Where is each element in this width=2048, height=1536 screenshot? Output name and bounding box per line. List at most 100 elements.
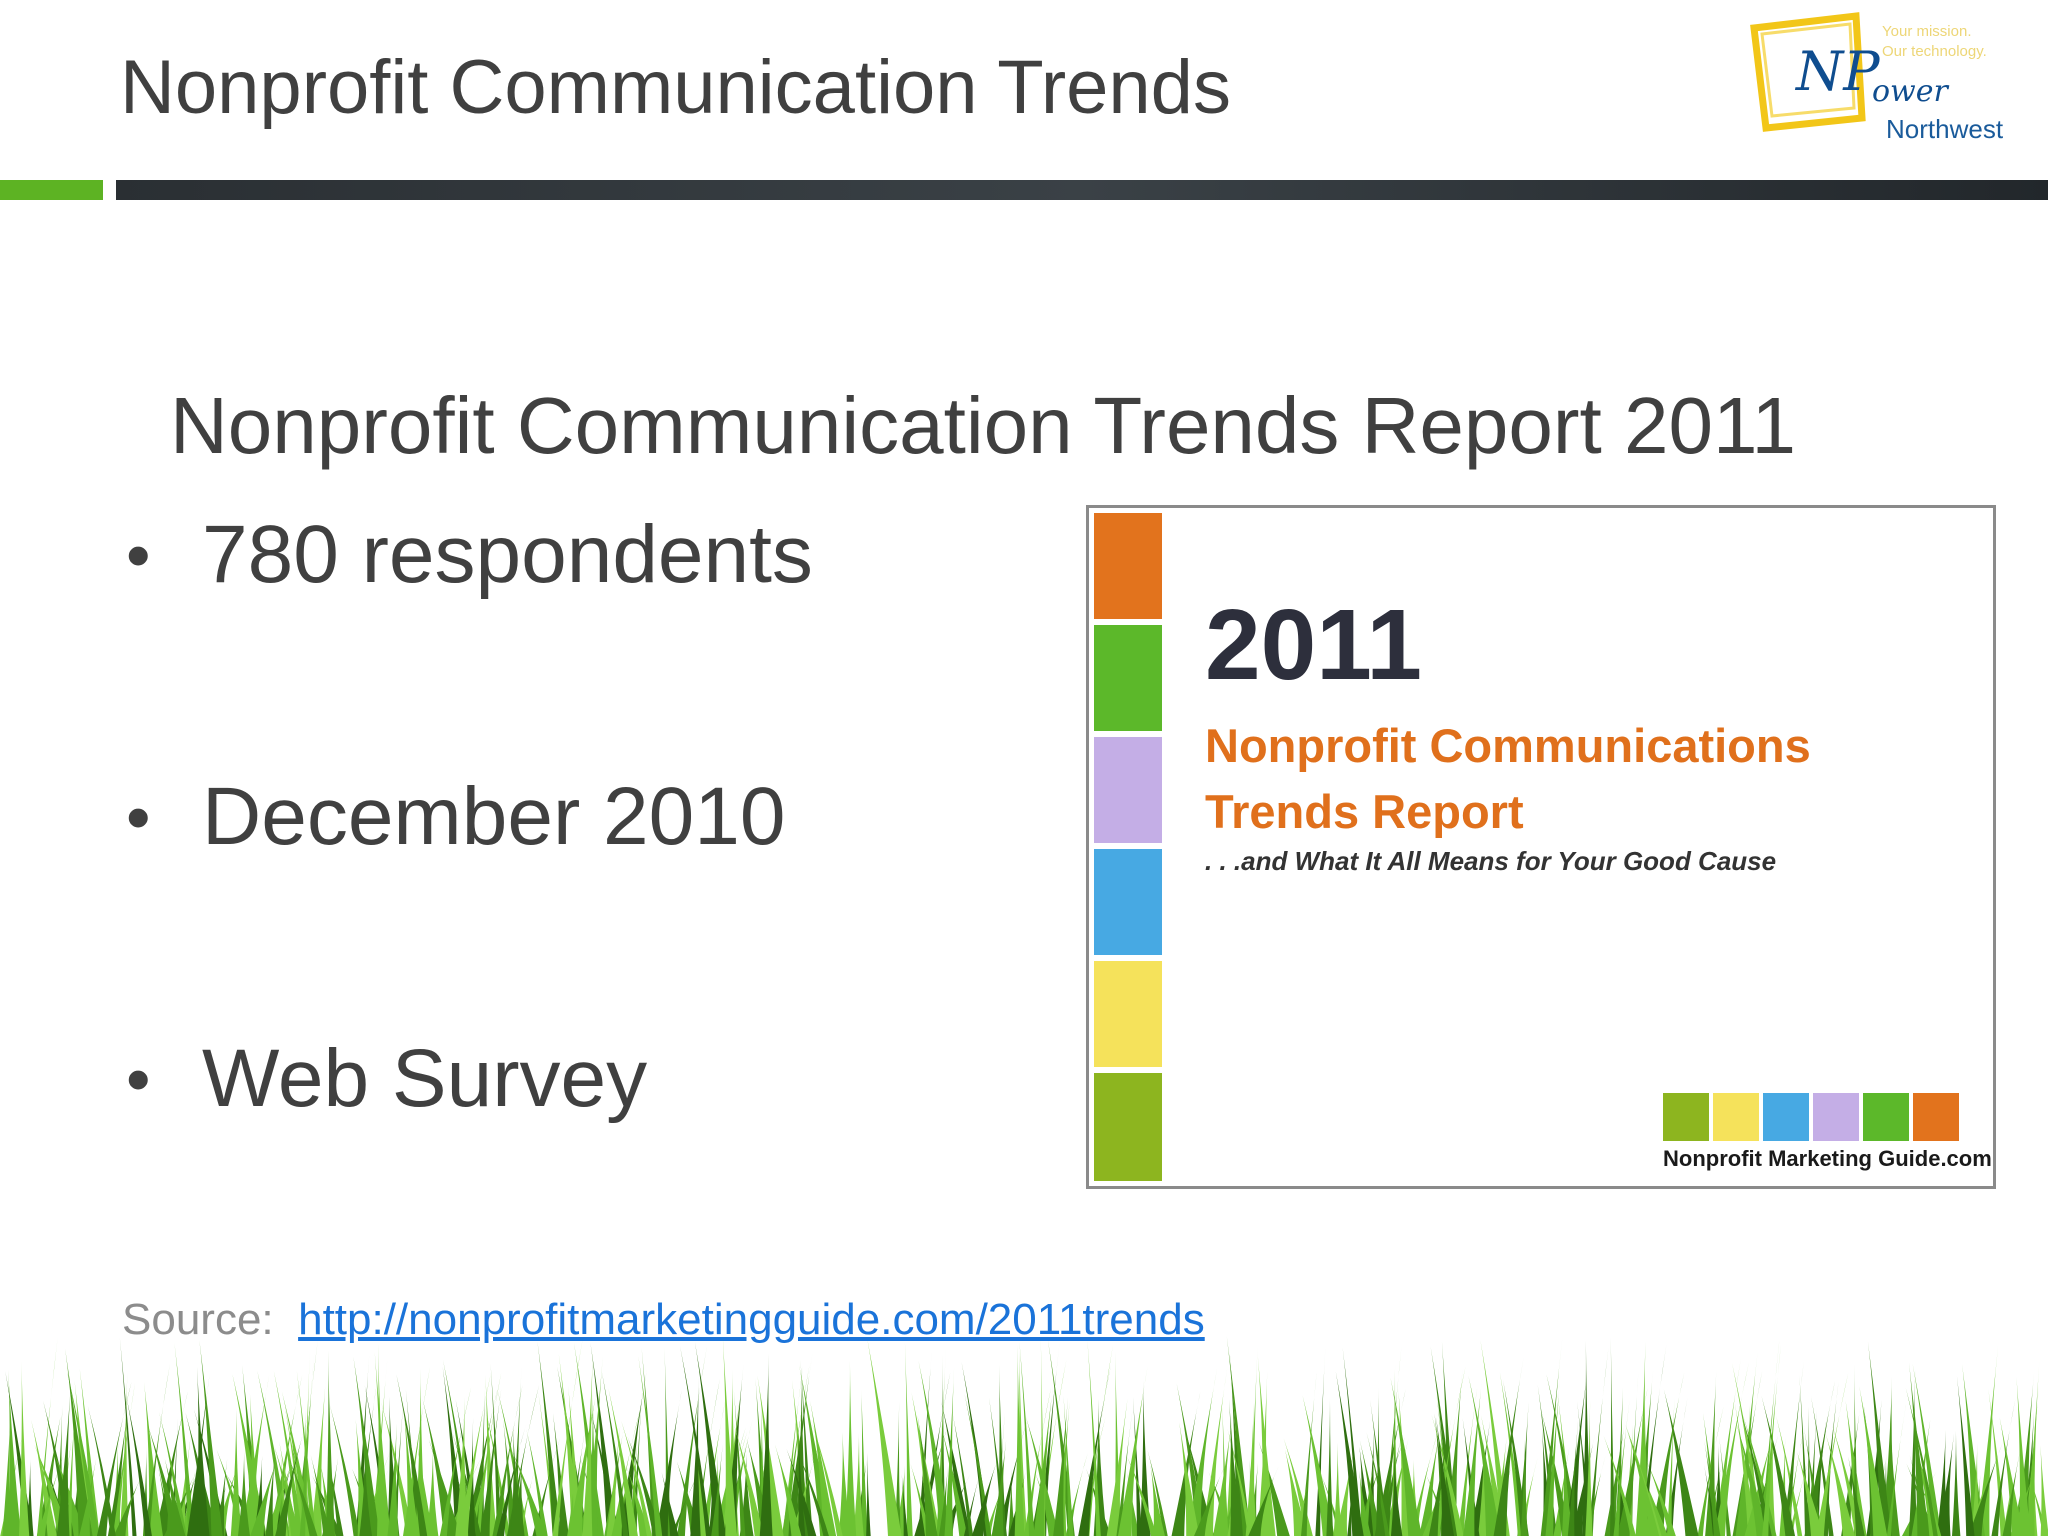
grass-blade bbox=[1147, 1450, 1168, 1536]
grass-blade bbox=[1617, 1387, 1648, 1536]
slide-subtitle: Nonprofit Communication Trends Report 20… bbox=[170, 381, 1797, 470]
grass-blade bbox=[797, 1427, 806, 1536]
grass-blade bbox=[952, 1412, 974, 1536]
cover-stripe bbox=[1094, 625, 1162, 731]
bullet-item: • December 2010 bbox=[120, 762, 813, 1024]
grass-blade bbox=[119, 1337, 137, 1536]
grass-blade bbox=[680, 1346, 711, 1536]
title-rule-accent bbox=[0, 180, 103, 200]
grass-blade bbox=[1762, 1344, 1781, 1536]
grass-blade bbox=[526, 1429, 548, 1536]
grass-blade bbox=[984, 1474, 1008, 1536]
grass-blade bbox=[1540, 1409, 1571, 1536]
grass-blade bbox=[1359, 1470, 1371, 1536]
grass-blade bbox=[1127, 1472, 1140, 1536]
grass-blade bbox=[911, 1392, 941, 1536]
grass-blade bbox=[310, 1455, 331, 1536]
grass-blade bbox=[861, 1388, 868, 1536]
grass-blade bbox=[627, 1436, 662, 1536]
grass-blade bbox=[1991, 1398, 2016, 1536]
grass-blade bbox=[1952, 1430, 1961, 1536]
grass-blade bbox=[693, 1420, 709, 1536]
grass-blade bbox=[215, 1458, 228, 1536]
grass-blade bbox=[944, 1366, 955, 1536]
grass-blade bbox=[426, 1448, 439, 1536]
grass-blade bbox=[917, 1415, 938, 1536]
grass-blade bbox=[1988, 1388, 2008, 1536]
grass-blade bbox=[1561, 1440, 1574, 1536]
grass-blade bbox=[325, 1350, 335, 1536]
grass-blade bbox=[532, 1438, 561, 1536]
grass-blade bbox=[396, 1374, 428, 1536]
cover-swatch bbox=[1863, 1093, 1909, 1141]
grass-blade bbox=[2009, 1470, 2035, 1536]
grass-blade bbox=[1905, 1387, 1938, 1536]
grass-blade bbox=[1663, 1389, 1699, 1536]
grass-blade bbox=[96, 1381, 132, 1536]
grass-blade bbox=[1436, 1417, 1455, 1536]
cover-title: Nonprofit Communications Trends Report bbox=[1205, 719, 1811, 838]
grass-blade bbox=[52, 1449, 87, 1536]
grass-blade bbox=[1908, 1369, 1917, 1536]
grass-blade bbox=[601, 1371, 629, 1536]
grass-blade bbox=[774, 1444, 802, 1536]
grass-blade bbox=[310, 1377, 326, 1536]
grass-blade bbox=[1999, 1417, 2024, 1536]
grass-blade bbox=[1610, 1337, 1616, 1536]
grass-blade bbox=[2026, 1359, 2040, 1536]
grass-blade bbox=[355, 1419, 371, 1536]
grass-blade bbox=[901, 1474, 908, 1536]
grass-blade bbox=[214, 1457, 241, 1536]
grass-blade bbox=[7, 1369, 22, 1536]
grass-blade bbox=[1585, 1400, 1593, 1536]
cover-tagline: . . .and What It All Means for Your Good… bbox=[1205, 846, 1777, 876]
grass-blade bbox=[19, 1361, 30, 1536]
grass-blade bbox=[174, 1343, 195, 1536]
grass-blade bbox=[1714, 1362, 1749, 1536]
grass-blade bbox=[853, 1432, 864, 1536]
grass-blade bbox=[670, 1469, 701, 1536]
bullet-text: 780 respondents bbox=[202, 509, 813, 600]
grass-blade bbox=[329, 1404, 360, 1536]
grass-blade bbox=[353, 1356, 380, 1536]
grass-blade bbox=[1463, 1376, 1483, 1536]
title-rule bbox=[116, 180, 2048, 200]
grass-blade bbox=[1697, 1405, 1724, 1536]
grass-blade bbox=[65, 1348, 93, 1536]
grass-blade bbox=[552, 1413, 569, 1536]
source-link[interactable]: http://nonprofitmarketingguide.com/2011t… bbox=[298, 1295, 1205, 1344]
grass-blade bbox=[1625, 1424, 1660, 1536]
cover-swatch bbox=[1713, 1093, 1759, 1141]
grass-blade bbox=[1734, 1402, 1758, 1536]
grass-blade bbox=[1587, 1347, 1609, 1536]
grass-blade bbox=[199, 1340, 223, 1536]
cover-stripe bbox=[1094, 737, 1162, 843]
grass-blade bbox=[971, 1454, 1000, 1536]
grass-blade bbox=[1604, 1415, 1627, 1536]
grass-blade bbox=[1212, 1421, 1232, 1536]
grass-blade bbox=[1713, 1358, 1741, 1536]
grass-blade bbox=[590, 1343, 617, 1536]
grass-blade bbox=[359, 1451, 373, 1536]
cover-swatch-row bbox=[1663, 1093, 1963, 1141]
grass-blade bbox=[1229, 1399, 1242, 1536]
logo-northwest: Northwest bbox=[1886, 114, 2004, 144]
grass-blade bbox=[1302, 1395, 1335, 1536]
grass-blade bbox=[422, 1399, 455, 1536]
grass-blade bbox=[1390, 1377, 1422, 1536]
grass-blade bbox=[1540, 1338, 1563, 1536]
slide-title: Nonprofit Communication Trends bbox=[120, 45, 1231, 130]
grass-blade bbox=[1788, 1452, 1812, 1536]
grass-blade bbox=[1398, 1388, 1413, 1536]
cover-stripe bbox=[1094, 849, 1162, 955]
grass-blade bbox=[2016, 1376, 2031, 1536]
grass-blade bbox=[36, 1452, 65, 1536]
grass-blade bbox=[606, 1425, 621, 1536]
grass-blade bbox=[144, 1382, 163, 1536]
cover-swatch bbox=[1763, 1093, 1809, 1141]
grass-blade bbox=[604, 1420, 626, 1536]
grass-blade bbox=[287, 1455, 318, 1536]
grass-blade bbox=[1776, 1415, 1803, 1536]
grass-blade bbox=[1545, 1374, 1561, 1536]
grass-blade bbox=[1705, 1450, 1726, 1536]
